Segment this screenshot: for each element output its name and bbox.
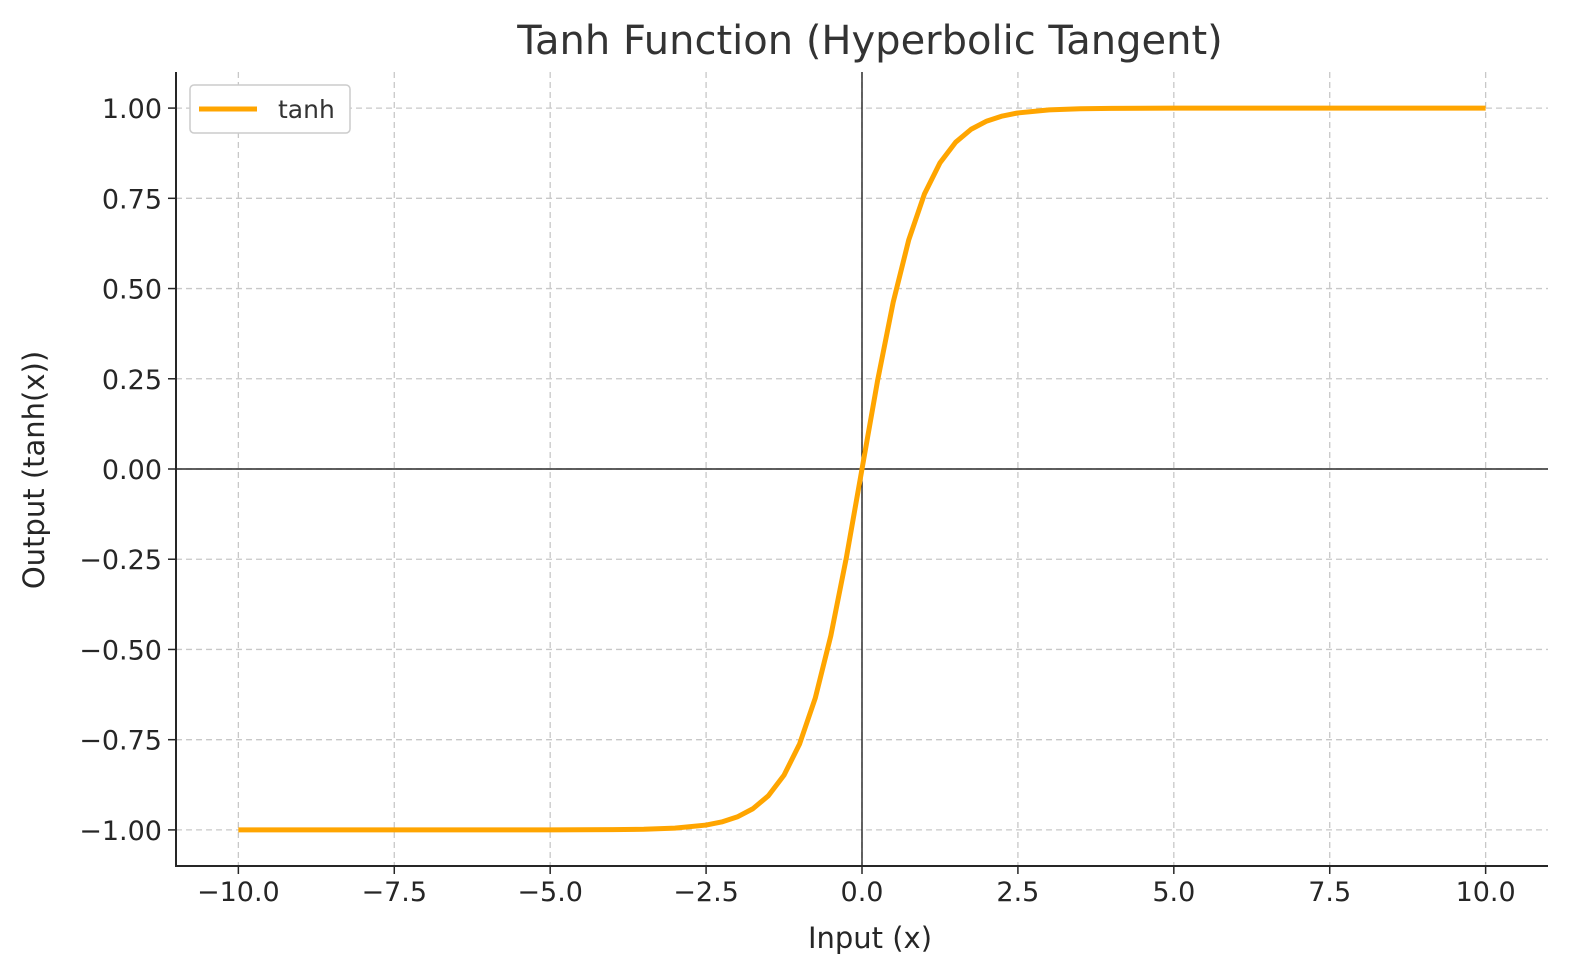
y-tick-label: −0.50 bbox=[79, 635, 162, 666]
y-tick-label: −0.75 bbox=[79, 726, 162, 757]
x-tick-label: 7.5 bbox=[1308, 877, 1351, 908]
x-tick-label: −5.0 bbox=[517, 877, 583, 908]
y-axis-label: Output (tanh(x)) bbox=[17, 351, 51, 589]
y-tick-label: 0.25 bbox=[102, 365, 162, 396]
y-tick-label: 0.50 bbox=[102, 275, 162, 306]
chart-title: Tanh Function (Hyperbolic Tangent) bbox=[516, 18, 1223, 64]
y-tick-label: 0.00 bbox=[102, 455, 162, 486]
y-tick-label: −1.00 bbox=[79, 816, 162, 847]
x-tick-label: −2.5 bbox=[673, 877, 739, 908]
legend: tanh bbox=[189, 84, 351, 134]
y-tick-label: −0.25 bbox=[79, 545, 162, 576]
x-tick-label: 5.0 bbox=[1152, 877, 1195, 908]
x-tick-label: −7.5 bbox=[361, 877, 427, 908]
x-tick-label: −10.0 bbox=[197, 877, 280, 908]
x-tick-label: 10.0 bbox=[1456, 877, 1516, 908]
series-layer bbox=[238, 105, 1486, 833]
legend-box bbox=[189, 84, 351, 134]
series-line-tanh bbox=[238, 105, 1486, 833]
y-tick-label: 1.00 bbox=[102, 94, 162, 125]
x-tick-label: 2.5 bbox=[996, 877, 1039, 908]
y-tick-label: 0.75 bbox=[102, 184, 162, 215]
legend-label: tanh bbox=[278, 95, 335, 124]
x-tick-label: 0.0 bbox=[841, 877, 884, 908]
tick-labels: −10.0 −7.5 −5.0 −2.5 0.0 2.5 5.0 7.5 10.0 −1.00 −0… bbox=[79, 94, 1515, 908]
x-axis-label: Input (x) bbox=[808, 921, 932, 955]
